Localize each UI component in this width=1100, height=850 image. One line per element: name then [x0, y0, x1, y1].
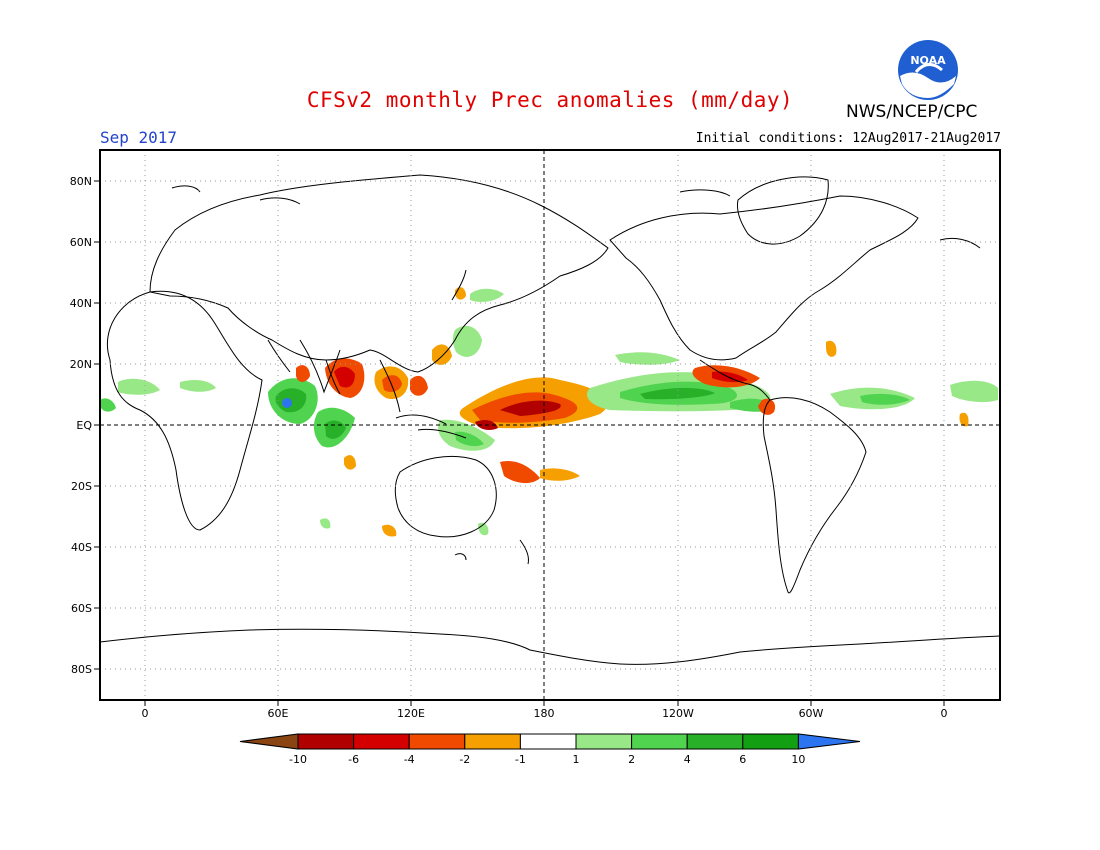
colorbar-label: 6 [739, 753, 746, 766]
colorbar-box [519, 733, 577, 750]
colorbar-box [686, 733, 744, 750]
initial-conditions: Initial conditions: 12Aug2017-21Aug2017 [695, 131, 1001, 146]
colorbar-box [631, 733, 688, 750]
noaa-logo: NOAA [898, 40, 958, 100]
colorbar-box [353, 733, 410, 750]
lat-label: 20S [71, 480, 92, 493]
lat-label: EQ [76, 419, 92, 432]
anomaly-fields [100, 287, 998, 537]
coastlines [99, 174, 1001, 665]
colorbar-box [742, 733, 799, 750]
colorbar-box [464, 733, 521, 750]
lon-label: 60W [799, 707, 824, 720]
tick-marks [94, 180, 945, 706]
colorbar-box [408, 733, 466, 750]
latitude-labels: 80N 60N 40N 20N EQ 20S 40S 60S 80S [70, 175, 93, 676]
colorbar-label: -4 [404, 753, 415, 766]
lat-label: 40S [71, 541, 92, 554]
colorbar-label: 10 [791, 753, 805, 766]
colorbar-label: -10 [289, 753, 307, 766]
noaa-logo-text: NOAA [910, 54, 946, 67]
lat-label: 40N [70, 297, 92, 310]
reference-lines [100, 150, 1000, 700]
longitude-labels: 0 60E 120E 180 120W 60W 0 [142, 707, 948, 720]
colorbar-box [575, 733, 633, 750]
colorbar-box [297, 733, 355, 750]
lon-label: 60E [268, 707, 289, 720]
lon-label: 120W [662, 707, 694, 720]
colorbar-label: -2 [459, 753, 470, 766]
colorbar-arrow-high [797, 733, 861, 750]
map-title: CFSv2 monthly Prec anomalies (mm/day) [306, 88, 794, 112]
colorbar-label: 4 [684, 753, 691, 766]
agency-label: NWS/NCEP/CPC [846, 102, 978, 122]
lat-label: 60S [71, 602, 92, 615]
lon-label: 120E [397, 707, 425, 720]
forecast-month: Sep 2017 [100, 128, 178, 147]
lon-label: 0 [142, 707, 149, 720]
lat-label: 80S [71, 663, 92, 676]
colorbar-label: -6 [348, 753, 359, 766]
lat-label: 20N [70, 358, 92, 371]
lat-label: 60N [70, 236, 92, 249]
colorbar-label: -1 [515, 753, 526, 766]
colorbar-arrow-low [239, 733, 299, 750]
lon-label: 0 [941, 707, 948, 720]
colorbar: -10 -6 -4 -2 -1 1 2 4 6 10 [239, 733, 861, 766]
lon-label: 180 [534, 707, 555, 720]
colorbar-label: 1 [573, 753, 580, 766]
colorbar-label: 2 [628, 753, 635, 766]
lat-label: 80N [70, 175, 92, 188]
